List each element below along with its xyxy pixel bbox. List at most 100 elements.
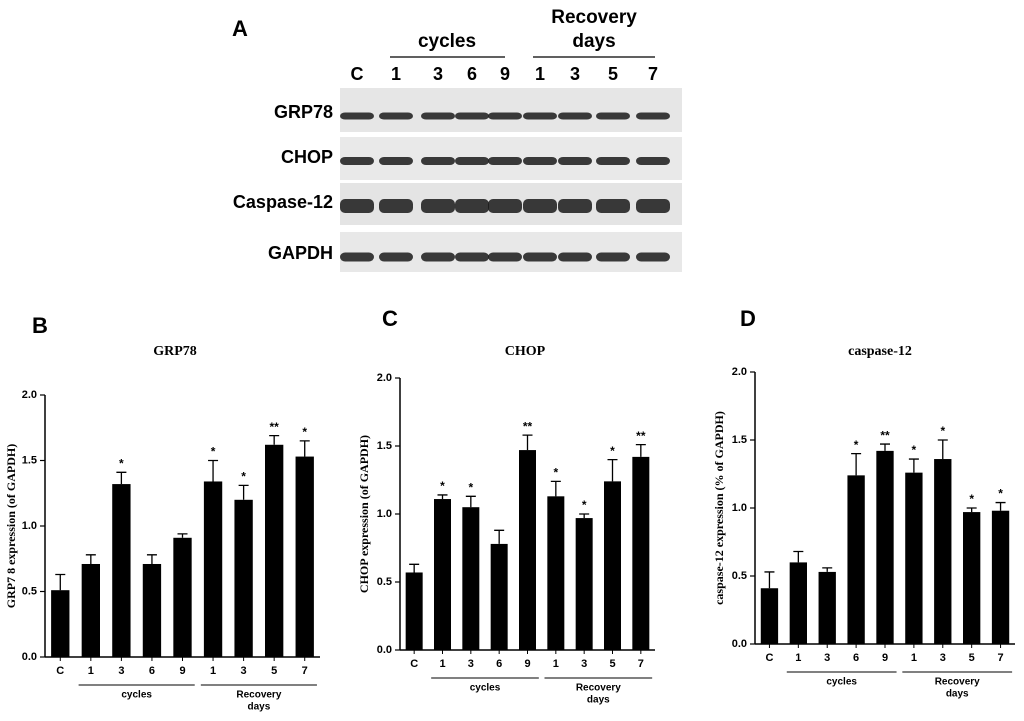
bar xyxy=(142,563,162,657)
row-label: Caspase-12 xyxy=(233,192,333,212)
chart-title: caspase-12 xyxy=(848,344,912,359)
error-bar xyxy=(208,459,219,482)
error-bar xyxy=(55,573,66,591)
blot-band xyxy=(596,252,630,262)
x-tick-label: 3 xyxy=(824,652,830,664)
y-tick-label: 0.0 xyxy=(22,651,37,663)
x-tick-label: C xyxy=(56,665,64,677)
y-tick-label: 1.5 xyxy=(377,440,392,452)
y-tick-label: 1.5 xyxy=(22,454,37,466)
error-bar xyxy=(550,480,561,497)
blot-band xyxy=(488,199,522,213)
significance-mark: * xyxy=(440,479,445,493)
panel-label: C xyxy=(382,306,398,331)
group-label: Recovery xyxy=(551,7,637,28)
blot-band xyxy=(340,252,374,262)
group-label: days xyxy=(946,689,969,700)
x-tick-label: 3 xyxy=(940,652,946,664)
blot-band xyxy=(455,199,489,213)
lane-label: 1 xyxy=(391,64,401,84)
blot-band xyxy=(340,157,374,165)
error-bar xyxy=(635,443,646,457)
bar xyxy=(519,450,536,650)
bar xyxy=(405,572,423,650)
blot-band xyxy=(558,157,592,165)
error-bar xyxy=(146,554,157,564)
error-bar xyxy=(822,567,833,572)
significance-mark: * xyxy=(582,498,587,512)
blot-band xyxy=(379,199,413,213)
blot-band xyxy=(488,112,522,120)
significance-mark: ** xyxy=(636,429,646,443)
lane-label: C xyxy=(351,64,364,84)
blot-band xyxy=(379,252,413,262)
x-tick-label: 9 xyxy=(524,658,530,670)
x-tick-label: 9 xyxy=(882,652,888,664)
blot-band xyxy=(421,252,455,262)
x-tick-label: 6 xyxy=(853,652,859,664)
x-tick-label: 5 xyxy=(969,652,975,664)
lane-label: 1 xyxy=(535,64,545,84)
blot-band xyxy=(421,112,455,120)
group-label: Recovery xyxy=(576,683,621,694)
blot-band xyxy=(596,112,630,120)
y-tick-label: 2.0 xyxy=(377,372,392,384)
error-bar xyxy=(494,529,505,544)
lane-label: 7 xyxy=(648,64,658,84)
significance-mark: * xyxy=(468,480,473,494)
significance-mark: * xyxy=(969,492,974,506)
blot-band xyxy=(636,252,670,262)
significance-mark: * xyxy=(912,443,917,457)
y-tick-label: 1.5 xyxy=(732,434,747,446)
significance-mark: * xyxy=(553,466,558,480)
bar xyxy=(462,507,480,650)
significance-mark: ** xyxy=(880,428,890,442)
error-bar xyxy=(764,571,775,589)
bar xyxy=(173,537,192,657)
significance-mark: ** xyxy=(269,420,279,434)
significance-mark: * xyxy=(302,425,307,439)
bar xyxy=(991,510,1010,644)
x-tick-label: 1 xyxy=(553,658,559,670)
bar xyxy=(934,459,952,644)
x-tick-label: 5 xyxy=(609,658,615,670)
group-label: days xyxy=(587,695,610,706)
blot-strip xyxy=(340,232,682,272)
bar xyxy=(789,562,807,644)
x-tick-label: 1 xyxy=(210,665,216,677)
bar xyxy=(265,444,284,657)
blot-band xyxy=(455,252,489,262)
blot-strip xyxy=(340,88,682,132)
blot-band xyxy=(379,157,413,165)
x-tick-label: 6 xyxy=(496,658,502,670)
lane-label: 3 xyxy=(570,64,580,84)
bar xyxy=(434,499,451,650)
bar xyxy=(760,588,779,644)
group-label: cycles xyxy=(121,690,152,701)
group-label: days xyxy=(247,702,270,713)
error-bar xyxy=(177,533,188,538)
significance-mark: * xyxy=(854,438,859,452)
blot-band xyxy=(523,112,557,120)
blot-band xyxy=(558,252,592,262)
bar xyxy=(847,475,865,644)
error-bar xyxy=(851,452,862,476)
y-axis-label: caspase-12 expression (% of GAPDH) xyxy=(712,411,726,605)
error-bar xyxy=(238,484,249,500)
y-tick-label: 2.0 xyxy=(732,366,747,378)
significance-mark: ** xyxy=(523,419,533,433)
blot-band xyxy=(596,199,630,213)
x-tick-label: C xyxy=(410,658,418,670)
error-bar xyxy=(116,471,127,485)
blot-band xyxy=(340,199,374,213)
error-bar xyxy=(299,440,310,457)
lane-label: 6 xyxy=(467,64,477,84)
error-bar xyxy=(465,495,476,508)
x-tick-label: 9 xyxy=(179,665,185,677)
error-bar xyxy=(269,434,280,445)
y-tick-label: 0.5 xyxy=(732,570,747,582)
bar xyxy=(203,481,223,657)
y-tick-label: 0.5 xyxy=(377,576,392,588)
